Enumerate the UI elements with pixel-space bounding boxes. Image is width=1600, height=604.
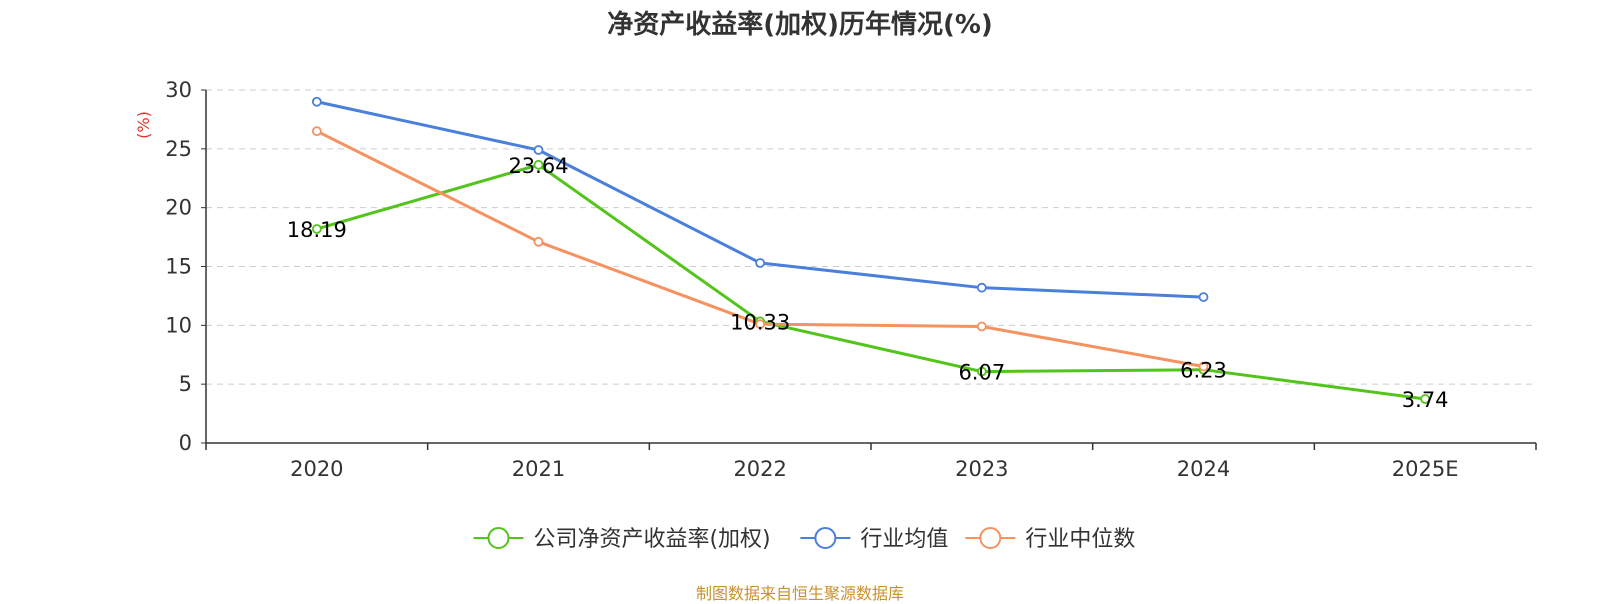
data-point-industry_median <box>755 319 766 330</box>
legend: 公司净资产收益率(加权) 行业均值 行业中位数 <box>473 527 1135 552</box>
data-label: 6.23 <box>1180 359 1227 383</box>
data-point-company <box>533 159 544 170</box>
legend-marker-icon <box>814 527 837 549</box>
x-tick-label: 2024 <box>1177 457 1230 481</box>
legend-item-company: 公司净资产收益率(加权) <box>473 527 771 552</box>
data-labels: 18.19 23.64 10.33 6.07 6.23 3.74 <box>287 154 1449 412</box>
legend-label: 行业均值 <box>860 527 948 552</box>
x-tick-label: 2021 <box>512 457 565 481</box>
x-tick-label: 2025E <box>1392 457 1459 481</box>
y-tick-label: 15 <box>165 255 192 279</box>
legend-item-industry_median: 行业中位数 <box>965 527 1135 552</box>
data-point-company <box>976 366 987 377</box>
data-point-industry_avg <box>311 96 322 107</box>
y-tick-label: 0 <box>179 431 192 455</box>
y-tick-label: 10 <box>165 313 192 337</box>
x-tick-label: 2023 <box>955 457 1008 481</box>
data-label: 3.74 <box>1402 388 1449 412</box>
grid-lines <box>206 89 1536 385</box>
x-tick-label: 2020 <box>290 457 343 481</box>
data-label: 10.33 <box>730 310 790 334</box>
chart-title: 净资产收益率(加权)历年情况(%) <box>607 10 993 40</box>
data-label: 23.64 <box>508 154 568 178</box>
legend-marker-icon <box>979 527 1002 549</box>
x-tick-label: 2022 <box>733 457 786 481</box>
series-line-company <box>316 163 1426 401</box>
data-point-industry_avg <box>976 282 987 293</box>
legend-label: 行业中位数 <box>1025 527 1135 552</box>
y-axis-unit-label: (%) <box>134 111 153 139</box>
data-point-industry_median <box>533 236 544 247</box>
data-point-company <box>311 224 322 234</box>
data-point-industry_avg <box>755 258 766 268</box>
data-point-industry_median <box>311 126 322 137</box>
y-tick-label: 5 <box>179 372 192 396</box>
data-point-company <box>1420 394 1431 404</box>
data-label: 6.07 <box>958 361 1005 385</box>
legend-label: 公司净资产收益率(加权) <box>533 527 770 552</box>
data-point-industry_median <box>976 321 987 332</box>
y-tick-label: 20 <box>165 196 192 220</box>
source-note: 制图数据来自恒生聚源数据库 <box>695 584 904 603</box>
axes: 0 5 10 15 20 25 30 (%) 2020 2021 2022 2023 2024 2025E <box>134 78 1537 481</box>
data-point-industry_avg <box>533 145 544 155</box>
legend-marker-icon <box>487 527 510 549</box>
series-lines <box>311 96 1431 404</box>
y-tick-label: 30 <box>165 78 192 102</box>
data-point-industry_avg <box>1198 292 1209 302</box>
legend-item-industry_avg: 行业均值 <box>800 527 948 552</box>
y-tick-label: 25 <box>165 137 192 161</box>
data-point-industry_median <box>1198 361 1209 372</box>
data-label: 18.19 <box>287 218 347 242</box>
